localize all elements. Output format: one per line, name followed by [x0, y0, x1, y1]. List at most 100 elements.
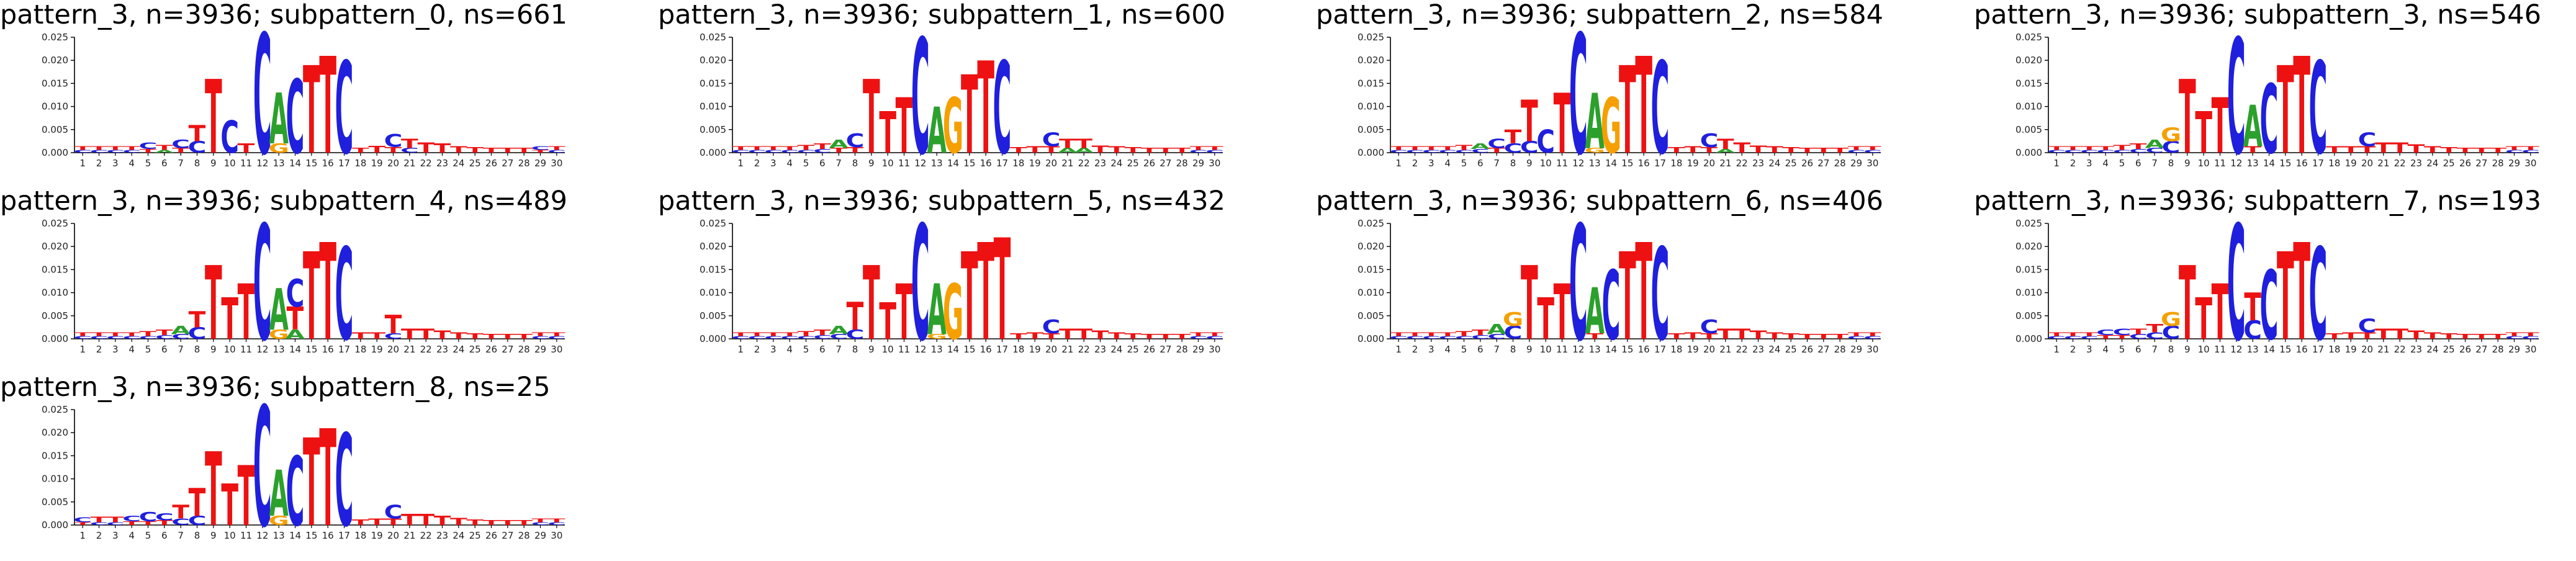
logo-letter-glyph: C	[400, 147, 419, 155]
logo-letter: T	[107, 516, 124, 524]
logo-letter-glyph: T	[847, 146, 864, 155]
logo-letter-glyph: C	[764, 149, 783, 153]
logo-letter-glyph: T	[814, 328, 831, 337]
x-tick-label: 24	[453, 158, 464, 169]
x-tick-label: 5	[803, 158, 809, 169]
logo-letter-glyph: C	[829, 333, 848, 341]
logo-letter: T	[205, 60, 222, 177]
logo-letter: T	[1505, 127, 1522, 148]
logo-letter: C	[335, 35, 354, 182]
logo-letter: T	[2097, 145, 2114, 151]
logo-letter-glyph: T	[1684, 145, 1701, 155]
logo-letter: A	[1487, 321, 1506, 338]
logo-letter-glyph: T	[994, 209, 1011, 372]
logo-letter-glyph: C	[122, 335, 141, 339]
logo-letter: T	[2097, 334, 2114, 339]
logo-letter: T	[1668, 332, 1685, 341]
logo-letter: T	[2342, 331, 2359, 341]
logo-letter: T	[2048, 145, 2065, 151]
logo-letter-glyph: A	[1058, 147, 1078, 155]
logo-letter: C	[106, 521, 125, 526]
y-tick-label: 0.000	[700, 333, 726, 344]
x-tick-label: 12	[256, 344, 268, 355]
x-tick-label: 9	[868, 158, 875, 169]
logo-letter: T	[417, 140, 435, 156]
logo-letter: T	[1190, 145, 1207, 151]
logo-letter-glyph: T	[1190, 331, 1207, 337]
logo-letter: C	[286, 438, 305, 548]
logo-letter-glyph: T	[1141, 147, 1159, 155]
logo-letter: T	[879, 292, 896, 351]
panel-title: pattern_3, n=3936; subpattern_0, ns=661	[0, 0, 567, 30]
logo-letter-glyph: T	[1059, 326, 1076, 342]
logo-letter-glyph: A	[2145, 138, 2164, 151]
x-tick-label: 20	[2361, 158, 2373, 169]
x-tick-label: 12	[2230, 158, 2242, 169]
x-tick-label: 6	[2135, 158, 2141, 169]
x-tick-label: 7	[835, 344, 842, 355]
logo-letter: C	[780, 335, 799, 339]
y-tick-label: 0.020	[42, 241, 68, 252]
logo-letter: T	[2114, 144, 2132, 151]
x-tick-label: 10	[224, 158, 236, 169]
logo-letter: T	[1701, 146, 1718, 155]
logo-letter: C	[253, 372, 272, 561]
logo-letter: C	[2227, 193, 2246, 377]
y-tick-label: 0.010	[700, 287, 726, 298]
logo-letter: T	[1173, 333, 1191, 341]
x-tick-label: 23	[2410, 158, 2422, 169]
logo-letter: C	[846, 327, 865, 342]
logo-letter: T	[1733, 140, 1750, 156]
logo-letter-glyph: T	[91, 331, 108, 337]
y-tick-label: 0.025	[42, 32, 68, 43]
logo-letter-glyph: T	[1124, 332, 1142, 341]
logo-letter-glyph: T	[1407, 331, 1424, 337]
logo-letter: C	[188, 138, 207, 156]
x-tick-label: 20	[387, 158, 399, 169]
x-tick-label: 7	[1493, 344, 1500, 355]
logo-letter: A	[286, 327, 305, 342]
logo-letter: T	[2391, 326, 2408, 342]
x-tick-label: 19	[371, 158, 383, 169]
logo-letter: T	[1521, 246, 1538, 363]
logo-letter-glyph: C	[384, 131, 403, 151]
logo-letter: G	[269, 327, 289, 342]
x-tick-label: 10	[1540, 344, 1552, 355]
logo-letter-glyph: C	[1602, 251, 1621, 362]
logo-letter: T	[238, 449, 255, 545]
logo-letter: T	[1488, 147, 1506, 155]
logo-letter-glyph: T	[1782, 146, 1799, 155]
logo-letter: C	[2162, 323, 2181, 343]
logo-letter-glyph: A	[1585, 78, 1605, 166]
logo-letter-glyph: C	[531, 335, 550, 339]
logo-letter-glyph: T	[385, 517, 402, 527]
logo-letter-glyph: T	[1190, 145, 1207, 151]
logo-letter: T	[515, 333, 533, 341]
logo-letter-glyph: T	[2065, 145, 2082, 151]
y-tick-label: 0.015	[42, 450, 68, 461]
y-tick-label: 0.025	[2015, 218, 2042, 229]
x-tick-label: 8	[1510, 344, 1516, 355]
logo-letter: T	[961, 227, 978, 367]
logo-letter: T	[2489, 333, 2507, 341]
logo-letter: T	[466, 146, 484, 155]
x-tick-label: 16	[2296, 344, 2308, 355]
logo-letter: T	[1472, 328, 1489, 337]
logo-letter: C	[2145, 331, 2164, 341]
logo-letter: G	[269, 513, 289, 528]
x-tick-label: 21	[1719, 344, 1731, 355]
x-tick-label: 21	[2377, 344, 2389, 355]
x-tick-label: 20	[387, 530, 399, 541]
logo-letter: C	[1847, 335, 1866, 339]
logo-letter-glyph: T	[287, 300, 304, 338]
logo-letter: T	[2326, 145, 2343, 155]
y-tick-label: 0.000	[2015, 333, 2042, 344]
logo-letter-glyph: A	[1487, 321, 1506, 338]
x-tick-label: 13	[1589, 344, 1601, 355]
logo-letter: C	[171, 138, 190, 151]
logo-letter-glyph: T	[1439, 145, 1456, 151]
logo-letter-glyph: C	[1504, 323, 1523, 343]
x-tick-label: 30	[2524, 344, 2536, 355]
logo-letter-glyph: C	[731, 149, 750, 153]
logo-letter: T	[107, 331, 124, 337]
